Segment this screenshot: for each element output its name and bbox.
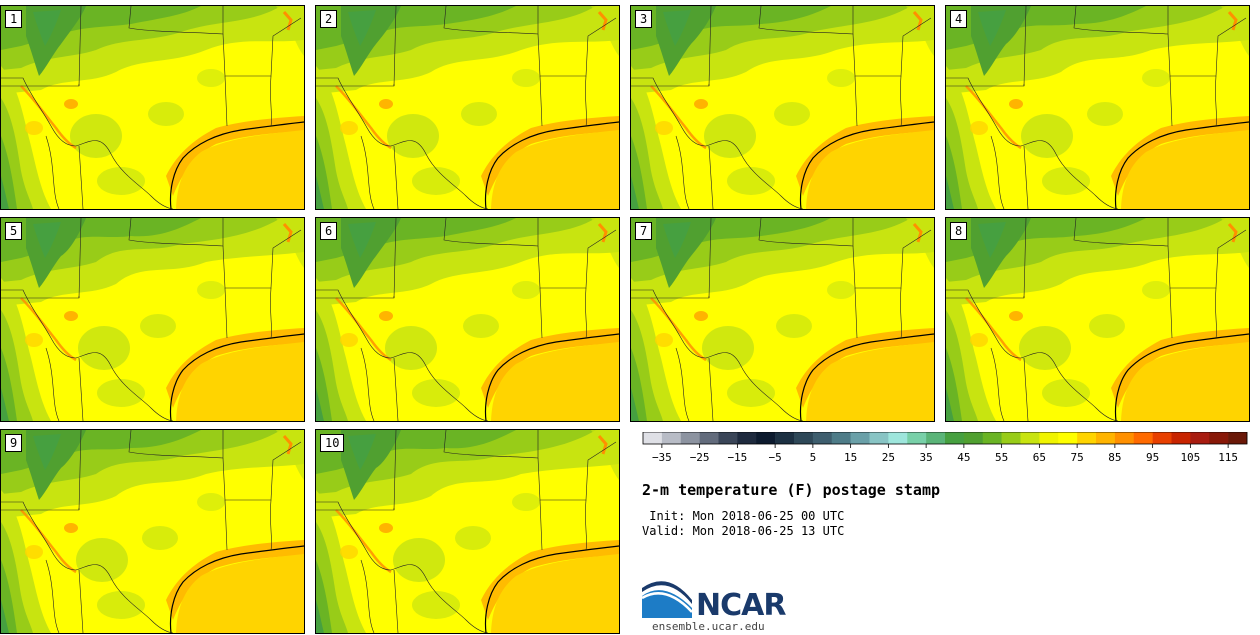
- colorbar-swatch: [662, 432, 681, 444]
- temperature-map: [316, 430, 619, 633]
- colorbar-swatch: [870, 432, 889, 444]
- colorbar-swatch: [700, 432, 719, 444]
- colorbar-swatch: [945, 432, 964, 444]
- colorbar-swatch: [1209, 432, 1228, 444]
- colorbar-swatch: [1153, 432, 1172, 444]
- member-label: 3: [635, 10, 652, 28]
- colorbar-swatch: [1039, 432, 1058, 444]
- colorbar-swatch: [681, 432, 700, 444]
- colorbar-swatch: [983, 432, 1002, 444]
- colorbar-swatch: [1190, 432, 1209, 444]
- member-panel-7: 7: [630, 217, 935, 422]
- colorbar-swatch: [888, 432, 907, 444]
- ncar-logo-icon: [642, 578, 694, 618]
- colorbar-swatch: [756, 432, 775, 444]
- temperature-map: [316, 6, 619, 209]
- colorbar-swatch: [1096, 432, 1115, 444]
- ncar-url: ensemble.ucar.edu: [652, 620, 765, 633]
- member-panel-6: 6: [315, 217, 620, 422]
- temperature-map: [316, 218, 619, 421]
- colorbar-swatch: [832, 432, 851, 444]
- member-panel-2: 2: [315, 5, 620, 210]
- colorbar-tick-label: 25: [882, 451, 895, 464]
- temperature-map: [946, 6, 1249, 209]
- colorbar-tick-label: 105: [1180, 451, 1200, 464]
- colorbar-tick-label: 75: [1071, 451, 1084, 464]
- member-panel-5: 5: [0, 217, 305, 422]
- plot-title: 2-m temperature (F) postage stamp: [642, 481, 940, 499]
- colorbar-swatch: [1077, 432, 1096, 444]
- member-label: 7: [635, 222, 652, 240]
- colorbar-tick-label: −25: [690, 451, 710, 464]
- member-label: 1: [5, 10, 22, 28]
- colorbar: −35 −25 −15 −5 5 15 25 35 45 55 65 75 85 95 105 115: [642, 432, 1248, 468]
- member-label: 8: [950, 222, 967, 240]
- colorbar-swatch: [851, 432, 870, 444]
- init-time: Init: Mon 2018-06-25 00 UTC: [642, 509, 844, 523]
- colorbar-swatch: [719, 432, 738, 444]
- colorbar-swatch: [1002, 432, 1021, 444]
- colorbar-tick-label: 95: [1146, 451, 1159, 464]
- colorbar-swatch: [907, 432, 926, 444]
- colorbar-tick-label: 45: [957, 451, 970, 464]
- colorbar-tick-label: 5: [810, 451, 817, 464]
- colorbar-swatch: [926, 432, 945, 444]
- colorbar-tick-label: 115: [1218, 451, 1238, 464]
- temperature-map: [631, 218, 934, 421]
- colorbar-tick-label: −5: [769, 451, 782, 464]
- member-label: 2: [320, 10, 337, 28]
- member-label: 10: [320, 434, 344, 452]
- colorbar-swatch: [1228, 432, 1247, 444]
- member-label: 5: [5, 222, 22, 240]
- colorbar-svg: −35 −25 −15 −5 5 15 25 35 45 55 65 75 85 95 105 115: [642, 432, 1248, 468]
- temperature-map: [1, 430, 304, 633]
- valid-time: Valid: Mon 2018-06-25 13 UTC: [642, 524, 844, 538]
- colorbar-swatch: [1058, 432, 1077, 444]
- colorbar-swatch: [813, 432, 832, 444]
- colorbar-swatch: [1172, 432, 1191, 444]
- member-label: 4: [950, 10, 967, 28]
- colorbar-tick-label: 65: [1033, 451, 1046, 464]
- member-panel-1: 1: [0, 5, 305, 210]
- member-panel-4: 4: [945, 5, 1250, 210]
- colorbar-tick-label: 55: [995, 451, 1008, 464]
- colorbar-tick-label: 35: [920, 451, 933, 464]
- colorbar-swatch: [1115, 432, 1134, 444]
- temperature-map: [946, 218, 1249, 421]
- ncar-logo-text: NCAR: [696, 588, 785, 623]
- colorbar-tick-label: 15: [844, 451, 857, 464]
- colorbar-swatch: [794, 432, 813, 444]
- temperature-map: [1, 218, 304, 421]
- member-panel-8: 8: [945, 217, 1250, 422]
- member-panel-10: 10: [315, 429, 620, 634]
- colorbar-swatch: [643, 432, 662, 444]
- member-label: 6: [320, 222, 337, 240]
- colorbar-swatch: [737, 432, 756, 444]
- temperature-map: [1, 6, 304, 209]
- colorbar-swatch: [1134, 432, 1153, 444]
- colorbar-swatch: [1021, 432, 1040, 444]
- temperature-map: [631, 6, 934, 209]
- colorbar-swatch: [964, 432, 983, 444]
- member-panel-3: 3: [630, 5, 935, 210]
- member-label: 9: [5, 434, 22, 452]
- member-panel-9: 9: [0, 429, 305, 634]
- colorbar-swatch: [775, 432, 794, 444]
- colorbar-tick-label: 85: [1108, 451, 1121, 464]
- colorbar-tick-label: −35: [652, 451, 672, 464]
- colorbar-tick-label: −15: [727, 451, 747, 464]
